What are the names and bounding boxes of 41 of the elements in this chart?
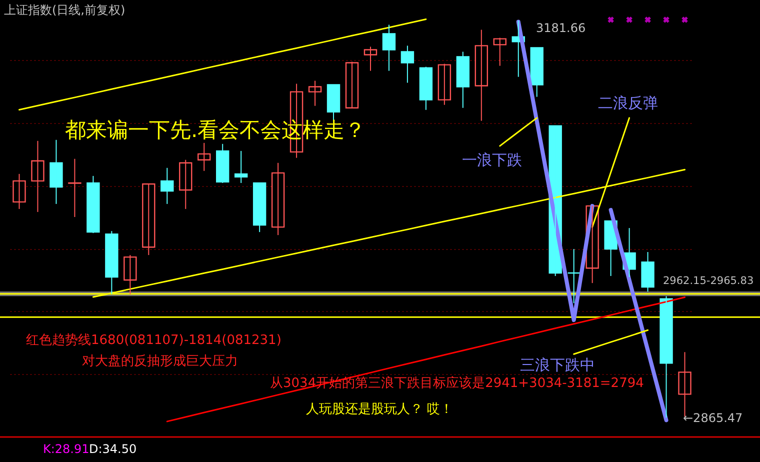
candlestick xyxy=(142,183,156,256)
annotation: 三浪下跌中 xyxy=(520,356,595,374)
candlestick xyxy=(364,46,378,72)
annotation: ←2865.47 xyxy=(683,411,743,425)
candlestick xyxy=(326,84,340,122)
candlestick xyxy=(345,61,359,108)
annotation: 2962.15-2965.83 xyxy=(663,275,754,287)
candlestick xyxy=(179,159,192,210)
candlestick xyxy=(419,66,433,110)
candlestick xyxy=(31,140,44,212)
candlestick xyxy=(493,37,506,66)
chart-title: 上证指数(日线,前复权) xyxy=(4,3,126,17)
candlestick xyxy=(198,142,211,172)
candlestick xyxy=(456,51,470,108)
candlestick xyxy=(641,252,654,292)
candlestick xyxy=(252,182,266,233)
candlestick xyxy=(86,175,100,234)
candlestick xyxy=(567,248,580,304)
candlestick xyxy=(124,254,137,295)
annotation: 人玩股还是股玩人？ 哎！ xyxy=(306,402,454,417)
text: K:28.91 xyxy=(43,442,90,456)
annotation: 一浪下跌 xyxy=(462,151,522,169)
candlestick xyxy=(50,139,63,204)
candlestick xyxy=(216,143,230,184)
candlestick xyxy=(660,296,673,418)
candlestick xyxy=(308,80,322,106)
annotation: 二浪反弹 xyxy=(598,94,658,112)
candlestick xyxy=(530,47,544,98)
candlestick xyxy=(105,230,118,295)
candlestick xyxy=(160,167,174,204)
annotation: 对大盘的反抽形成巨大压力 xyxy=(82,354,238,369)
text: D:34.50 xyxy=(89,442,137,456)
candlestick xyxy=(68,158,82,218)
candlestick xyxy=(438,63,452,106)
candlestick xyxy=(382,24,396,72)
annotation: 3181.66 xyxy=(536,21,586,35)
candlestick xyxy=(474,29,488,122)
candlestick xyxy=(271,162,285,236)
candlestick xyxy=(12,173,26,210)
candlestick xyxy=(400,45,414,84)
annotation: 红色趋势线1680(081107)-1814(081231) xyxy=(26,333,282,348)
